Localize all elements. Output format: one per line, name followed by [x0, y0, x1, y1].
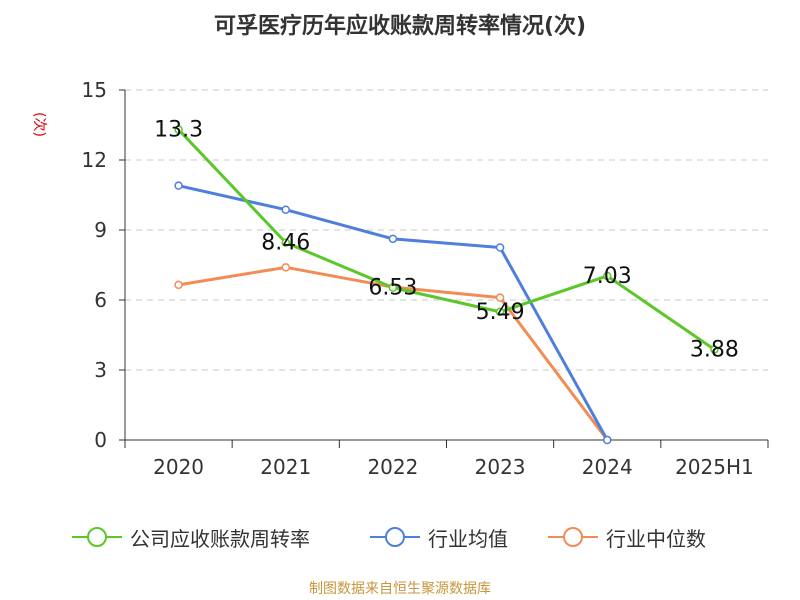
data-point: [281, 238, 290, 247]
x-tick-label: 2020: [153, 455, 204, 479]
data-point: [281, 263, 290, 272]
data-label: 13.3: [154, 118, 203, 143]
y-tick-label: 15: [82, 78, 107, 102]
legend-label: 行业中位数: [606, 526, 706, 551]
legend-label: 行业均值: [428, 526, 508, 551]
x-tick-label: 2025H1: [675, 455, 754, 479]
data-labels: 13.3 8.46 6.53 5.49 7.03 3.88: [154, 118, 739, 363]
data-point: [174, 125, 183, 134]
x-tick-label: 2022: [367, 455, 418, 479]
source-note: 制图数据来自恒生聚源数据库: [309, 581, 491, 597]
data-point: [603, 271, 612, 281]
data-point: [495, 243, 505, 252]
data-label: 5.49: [476, 300, 525, 325]
data-point: [603, 435, 612, 445]
line-chart: 0 3 6 9 12 15 2020 2021 2022 2023 2024 2025H1 13.3 8…: [82, 78, 769, 479]
y-tick-label: 3: [94, 358, 107, 382]
y-tick-label: 12: [82, 148, 107, 172]
legend-marker: [370, 525, 420, 549]
data-point: [495, 307, 505, 317]
data-point: [174, 280, 183, 290]
series-line: [177, 128, 716, 351]
tick-labels: 0 3 6 9 12 15 2020 2021 2022 2023 2024 2025H1: [82, 78, 754, 479]
legend-item: 行业中位数: [548, 520, 706, 554]
legend-label: 公司应收账款周转率: [130, 526, 310, 551]
legend-item: 行业均值: [370, 520, 508, 554]
chart-title: 可孚医疗历年应收账款周转率情况(次): [213, 14, 587, 39]
data-point: [710, 345, 719, 354]
legend: 公司应收账款周转率 行业均值 行业中位数: [0, 520, 800, 554]
series-line: [178, 184, 609, 441]
legend-marker: [72, 525, 122, 549]
data-point: [495, 293, 505, 302]
series-points: [174, 125, 719, 445]
y-tick-label: 0: [94, 428, 107, 452]
x-tick-label: 2024: [582, 455, 633, 479]
data-label: 7.03: [583, 264, 632, 289]
data-point: [388, 234, 398, 244]
data-point: [388, 283, 398, 292]
legend-marker: [548, 525, 598, 549]
grid-lines: [125, 89, 768, 371]
data-label: 8.46: [261, 231, 310, 256]
data-label: 3.88: [690, 337, 739, 362]
data-label: 6.53: [368, 276, 417, 301]
y-tick-label: 9: [94, 218, 107, 242]
data-point: [174, 181, 183, 190]
x-tick-label: 2021: [260, 455, 311, 479]
x-tick-label: 2023: [475, 455, 526, 479]
legend-item: 公司应收账款周转率: [72, 520, 310, 554]
axes: [119, 89, 769, 448]
data-point: [281, 205, 290, 214]
series-lines: [177, 128, 716, 441]
y-tick-label: 6: [94, 288, 107, 312]
